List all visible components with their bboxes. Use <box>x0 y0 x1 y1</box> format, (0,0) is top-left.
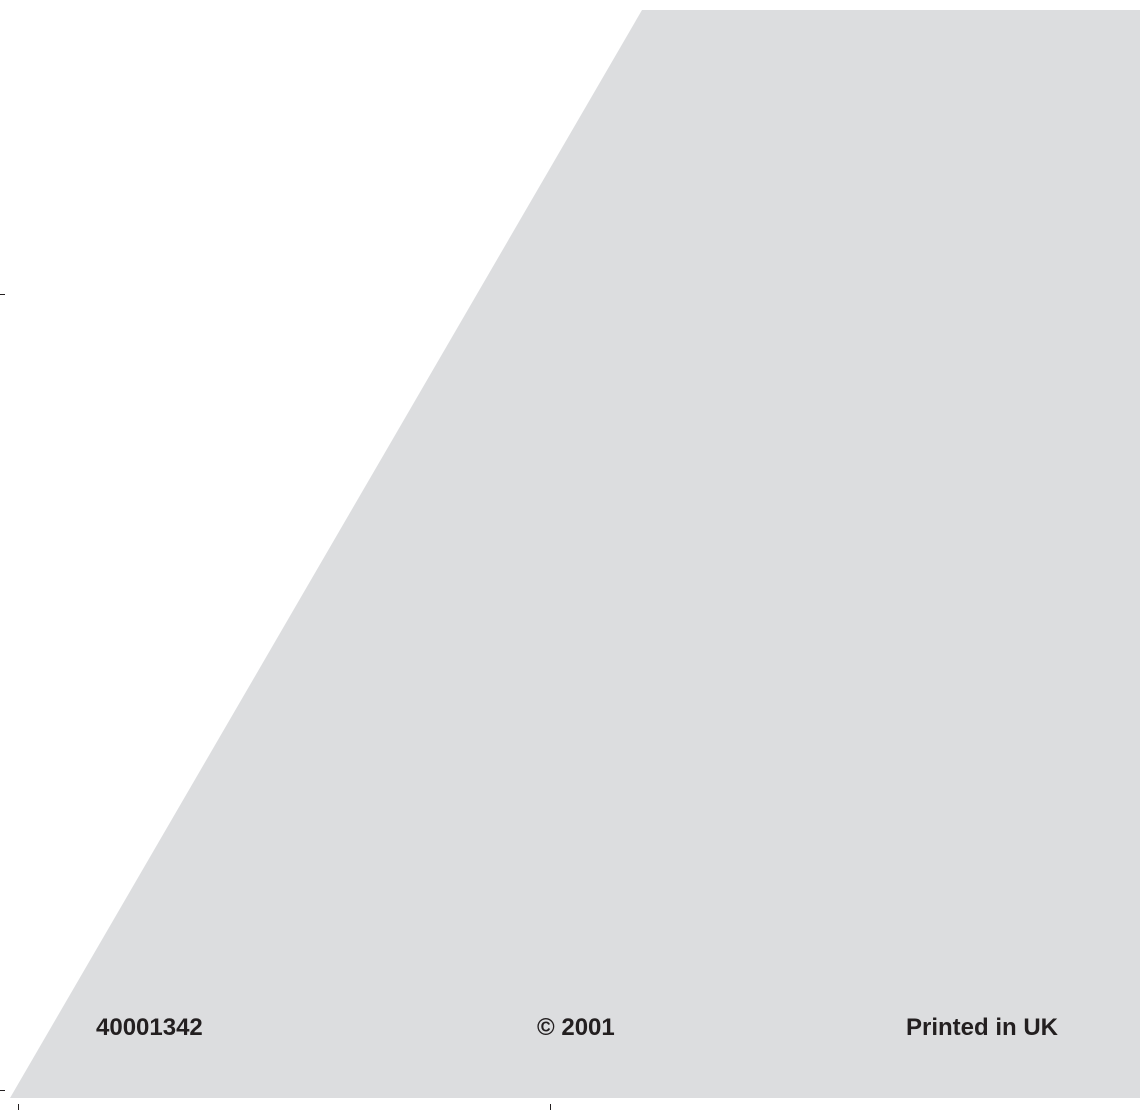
crop-mark-left-mid <box>0 294 5 295</box>
grey-panel-shape <box>10 10 1140 1098</box>
copyright-notice: © 2001 <box>537 1014 615 1041</box>
crop-mark-bottom-center <box>550 1104 551 1110</box>
crop-mark-bottom-left <box>18 1104 19 1110</box>
printed-in-notice: Printed in UK <box>905 1014 1058 1041</box>
product-code: 40001342 <box>96 1014 203 1041</box>
crop-mark-left-bottom <box>0 1090 5 1091</box>
